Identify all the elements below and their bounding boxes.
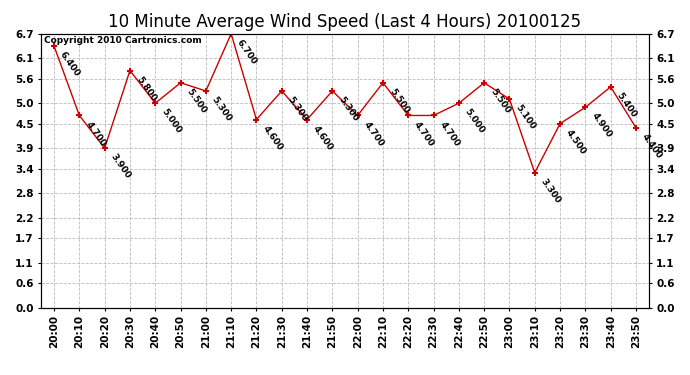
Text: 4.600: 4.600 [261, 124, 284, 152]
Text: 4.600: 4.600 [311, 124, 335, 152]
Text: 5.300: 5.300 [286, 95, 309, 123]
Text: Copyright 2010 Cartronics.com: Copyright 2010 Cartronics.com [44, 36, 202, 45]
Text: 5.100: 5.100 [513, 103, 537, 132]
Text: 5.000: 5.000 [463, 107, 486, 135]
Text: 4.400: 4.400 [640, 132, 664, 160]
Text: 3.300: 3.300 [539, 177, 562, 205]
Text: 4.900: 4.900 [589, 111, 613, 140]
Text: 5.000: 5.000 [159, 107, 183, 135]
Text: 4.700: 4.700 [413, 120, 436, 148]
Text: 5.500: 5.500 [489, 87, 512, 115]
Text: 6.400: 6.400 [58, 50, 82, 78]
Text: 4.500: 4.500 [564, 128, 588, 156]
Text: 5.300: 5.300 [210, 95, 233, 123]
Text: 4.700: 4.700 [83, 120, 107, 148]
Text: 5.300: 5.300 [337, 95, 360, 123]
Text: 5.500: 5.500 [387, 87, 411, 115]
Text: 5.800: 5.800 [134, 75, 157, 103]
Text: 4.700: 4.700 [437, 120, 462, 148]
Text: 5.500: 5.500 [185, 87, 208, 115]
Text: 4.700: 4.700 [362, 120, 386, 148]
Text: 5.400: 5.400 [615, 91, 638, 119]
Title: 10 Minute Average Wind Speed (Last 4 Hours) 20100125: 10 Minute Average Wind Speed (Last 4 Hou… [108, 13, 582, 31]
Text: 6.700: 6.700 [235, 38, 259, 66]
Text: 3.900: 3.900 [109, 152, 132, 181]
